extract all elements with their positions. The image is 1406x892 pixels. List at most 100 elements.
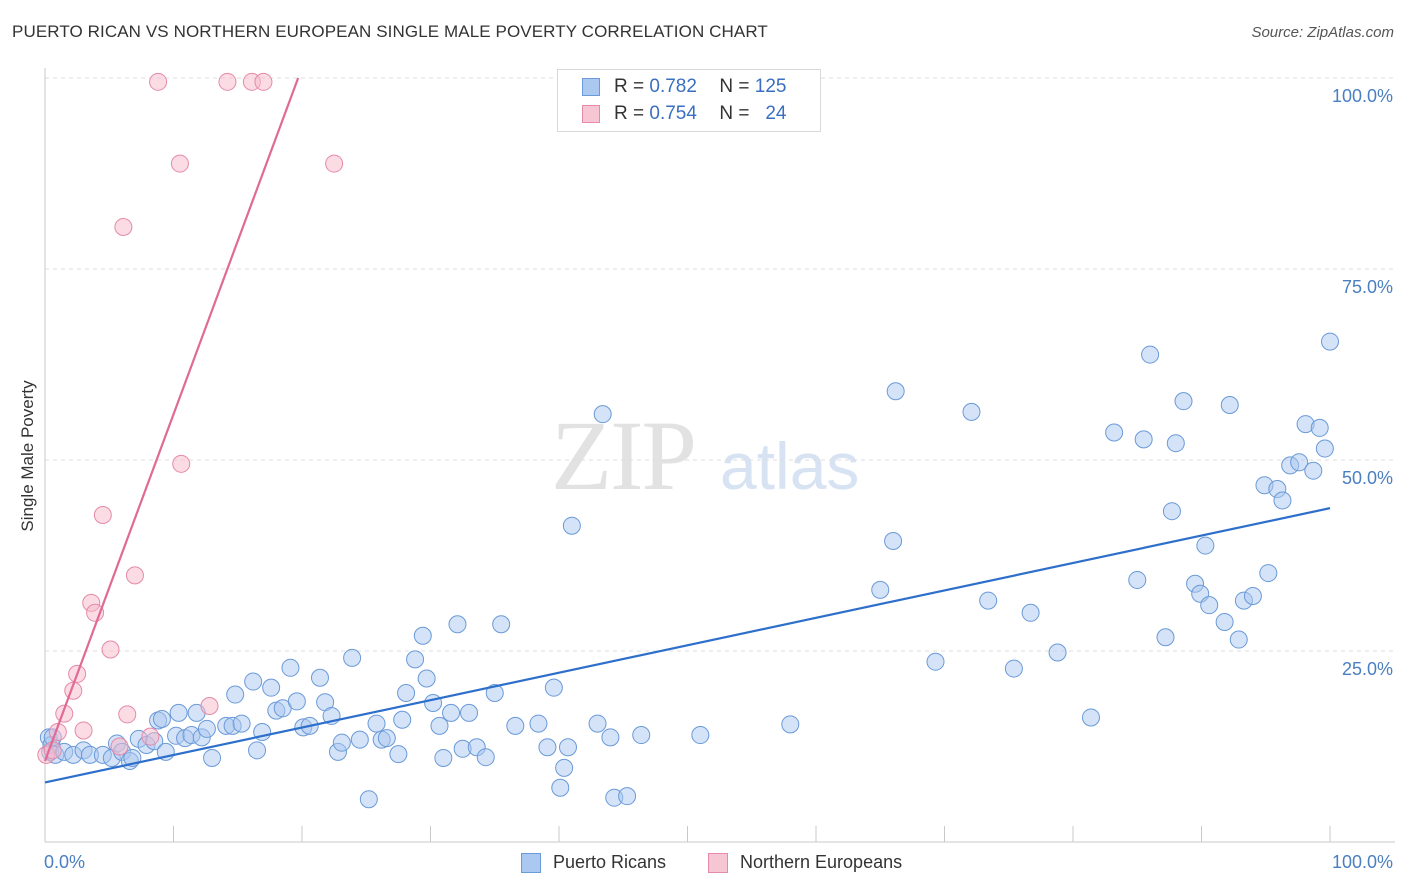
point-puerto-rican: [248, 741, 267, 760]
point-puerto-rican: [538, 738, 557, 757]
point-northern-european: [254, 72, 273, 91]
point-puerto-rican: [886, 382, 905, 401]
point-puerto-rican: [424, 693, 443, 712]
point-puerto-rican: [1321, 332, 1339, 351]
n-label: N =: [719, 103, 750, 124]
point-puerto-rican: [1243, 586, 1262, 605]
point-northern-european: [101, 640, 120, 659]
watermark-atlas: atlas: [720, 429, 860, 503]
point-puerto-rican: [588, 714, 607, 733]
point-puerto-rican: [1310, 418, 1329, 437]
point-puerto-rican: [1162, 502, 1181, 521]
legend-label: Puerto Ricans: [553, 852, 667, 872]
stats-row-northern-europeans: R = 0.754 N = 24: [582, 103, 786, 125]
source-label: Source: ZipAtlas.com: [1251, 24, 1394, 41]
point-northern-european: [200, 697, 219, 716]
point-puerto-rican: [430, 716, 449, 735]
point-puerto-rican: [979, 591, 998, 610]
point-puerto-rican: [406, 650, 425, 669]
point-puerto-rican: [359, 790, 378, 809]
point-puerto-rican: [1229, 630, 1248, 649]
point-puerto-rican: [169, 703, 188, 722]
point-puerto-rican: [343, 648, 362, 667]
point-northern-european: [114, 217, 133, 236]
point-puerto-rican: [332, 733, 351, 752]
point-puerto-rican: [476, 748, 495, 767]
point-puerto-rican: [506, 716, 525, 735]
pink-swatch: [708, 852, 728, 873]
point-puerto-rican: [1259, 564, 1278, 583]
y-tick-label-100: 100.0%: [1331, 86, 1393, 106]
r-label: R =: [614, 103, 645, 124]
r-label: R =: [614, 76, 645, 97]
point-puerto-rican: [618, 787, 637, 806]
point-puerto-rican: [232, 714, 251, 733]
blue-swatch: [521, 852, 541, 873]
point-northern-european: [141, 727, 160, 746]
n-label: N =: [719, 76, 750, 97]
point-puerto-rican: [1048, 643, 1067, 662]
point-puerto-rican: [555, 758, 574, 777]
point-puerto-rican: [1081, 708, 1100, 727]
point-puerto-rican: [1004, 659, 1023, 678]
legend-item-puerto-ricans: Puerto Ricans: [521, 852, 666, 873]
point-puerto-rican: [434, 748, 453, 767]
point-puerto-rican: [389, 745, 408, 764]
point-puerto-rican: [1215, 612, 1234, 631]
x-tick-label-100: 100.0%: [1331, 852, 1393, 872]
point-puerto-rican: [197, 719, 216, 738]
x-tick-label-0: 0.0%: [44, 852, 86, 872]
y-tick-label-50: 50.0%: [1341, 468, 1393, 488]
point-puerto-rican: [1134, 430, 1153, 449]
point-puerto-rican: [310, 668, 329, 687]
point-puerto-rican: [1105, 423, 1124, 442]
point-puerto-rican: [593, 405, 612, 424]
point-puerto-rican: [417, 669, 436, 688]
point-puerto-rican: [442, 703, 461, 722]
point-puerto-rican: [562, 516, 581, 535]
point-puerto-rican: [1273, 491, 1292, 510]
point-northern-european: [172, 454, 191, 473]
trend-line-puerto-ricans: [44, 507, 1331, 784]
point-puerto-rican: [152, 709, 171, 728]
point-puerto-rican: [962, 402, 981, 421]
point-puerto-rican: [226, 685, 245, 704]
point-puerto-rican: [262, 678, 281, 697]
point-northern-european: [118, 705, 137, 724]
y-axis-label: Single Male Poverty: [18, 380, 37, 532]
point-puerto-rican: [397, 684, 416, 703]
point-puerto-rican: [1220, 395, 1239, 414]
point-puerto-rican: [884, 531, 903, 550]
point-puerto-rican: [1304, 461, 1323, 480]
point-puerto-rican: [203, 748, 222, 767]
n-value: 125: [754, 76, 787, 97]
point-puerto-rican: [413, 626, 432, 645]
point-puerto-rican: [1315, 439, 1334, 458]
point-northern-european: [74, 721, 93, 740]
r-value: 0.782: [649, 76, 697, 97]
point-puerto-rican: [393, 710, 412, 729]
legend-label: Northern Europeans: [740, 852, 903, 872]
point-puerto-rican: [1174, 392, 1193, 411]
point-puerto-rican: [1196, 536, 1215, 555]
stats-row-puerto-ricans: R = 0.782 N = 125: [582, 76, 786, 98]
point-puerto-rican: [287, 692, 306, 711]
point-puerto-rican: [485, 684, 504, 703]
r-value: 0.754: [649, 103, 697, 124]
point-puerto-rican: [871, 580, 890, 599]
legend-item-northern-europeans: Northern Europeans: [708, 852, 902, 873]
blue-swatch: [582, 78, 600, 96]
point-puerto-rican: [244, 672, 263, 691]
pink-swatch: [582, 105, 600, 123]
point-puerto-rican: [1156, 628, 1175, 647]
point-puerto-rican: [1290, 453, 1309, 472]
point-puerto-rican: [377, 729, 396, 748]
y-tick-label-75: 75.0%: [1341, 277, 1393, 297]
point-puerto-rican: [551, 778, 570, 797]
point-puerto-rican: [529, 714, 548, 733]
y-tick-label-25: 25.0%: [1341, 659, 1393, 679]
point-puerto-rican: [448, 615, 467, 634]
point-northern-european: [125, 566, 144, 585]
point-puerto-rican: [350, 730, 369, 749]
